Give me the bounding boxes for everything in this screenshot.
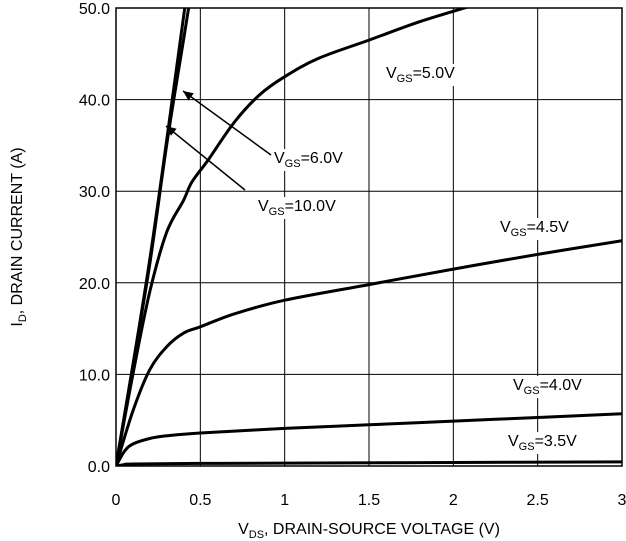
x-axis-label: VDS, DRAIN-SOURCE VOLTAGE (V) (238, 521, 500, 541)
label-vgs-6v: VGS=6.0V (274, 150, 343, 170)
label-background (506, 432, 580, 454)
label-background (511, 376, 585, 398)
x-tick-label: 1.5 (358, 492, 380, 509)
label-vgs-3-5v: VGS=3.5V (508, 433, 577, 453)
curve-vgs-4v (116, 412, 622, 466)
annotation-arrow-line (182, 90, 272, 156)
y-tick-label: 30.0 (79, 184, 110, 201)
curve-vgs-6v (116, 8, 187, 466)
x-tick-label: 3 (618, 492, 626, 509)
x-tick-label: 0.5 (189, 492, 211, 509)
tick-labels: 0.0 10.0 20.0 30.0 40.0 50.0 0 0.5 1 1.5 2 2.5 3 (79, 1, 626, 509)
annotation-arrow-line (165, 125, 246, 191)
label-background (384, 64, 458, 86)
y-tick-label: 20.0 (79, 276, 110, 293)
y-tick-label: 40.0 (79, 93, 110, 110)
curve-annotations: VGS=10.0V VGS=6.0V VGS=5.0V VGS=4.5V VGS=4.0… (165, 64, 585, 454)
annotation-arrowhead (166, 126, 177, 136)
label-vgs-4v: VGS=4.0V (513, 377, 582, 397)
y-tick-label: 10.0 (79, 367, 110, 384)
curve-vgs-5v (116, 8, 470, 466)
plot-frame (115, 7, 623, 467)
label-vgs-5v: VGS=5.0V (386, 65, 455, 85)
curve-vgs-4-5v (116, 239, 622, 466)
label-vgs-10v: VGS=10.0V (258, 198, 336, 218)
y-tick-label: 0.0 (88, 459, 110, 476)
label-background (272, 149, 346, 171)
label-background (256, 197, 339, 219)
x-tick-label: 2.5 (527, 492, 549, 509)
label-background (498, 218, 572, 240)
curve-vgs-3-5v (116, 460, 622, 466)
curves (116, 8, 622, 466)
x-tick-label: 2 (449, 492, 458, 509)
x-tick-label: 1 (280, 492, 289, 509)
x-tick-label: 0 (112, 492, 121, 509)
y-axis-label: ID, DRAIN CURRENT (A) (9, 147, 29, 326)
y-tick-label: 50.0 (79, 1, 110, 18)
annotation-arrowhead (183, 91, 194, 101)
label-vgs-4-5v: VGS=4.5V (500, 219, 569, 239)
